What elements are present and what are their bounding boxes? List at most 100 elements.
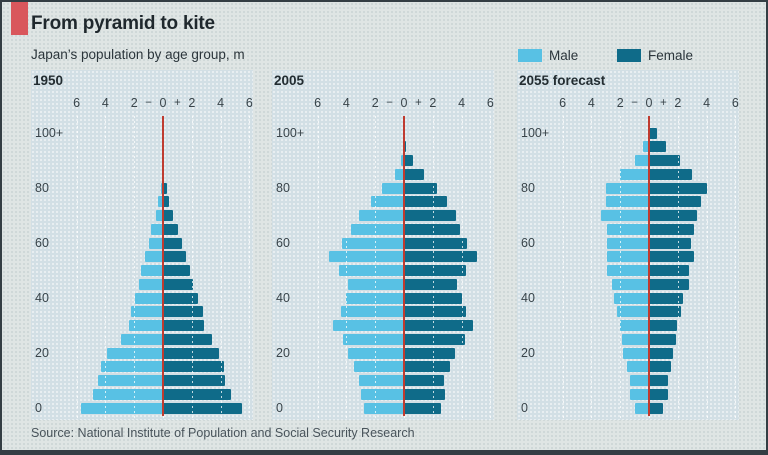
bar-male-25-29 [121, 333, 163, 345]
bar-male-55-59 [145, 251, 163, 263]
bar-female-80-84 [163, 182, 167, 194]
age-axis-label: 40 [276, 291, 290, 305]
bar-male-60-64 [607, 237, 649, 249]
bar-male-75-79 [370, 196, 404, 208]
population-axis-label: 2 [188, 96, 196, 110]
bar-male-35-39 [340, 306, 404, 318]
population-axis-label: 0 [400, 96, 408, 110]
bar-male-50-54 [140, 265, 163, 276]
bar-female-30-34 [163, 320, 205, 331]
bar-male-70-74 [359, 210, 404, 221]
bar-male-60-64 [342, 237, 404, 249]
bar-female-5-9 [163, 388, 231, 400]
bar-male-0-4 [80, 402, 163, 414]
panel-title: 2005 [274, 73, 305, 88]
population-axis-label: 6 [559, 96, 567, 110]
bar-male-80-84 [382, 182, 404, 194]
population-axis-label: 6 [73, 96, 81, 110]
bar-male-75-79 [605, 196, 649, 208]
bar-male-45-49 [347, 278, 404, 290]
chart-title: From pyramid to kite [31, 13, 215, 34]
bar-female-35-39 [163, 306, 203, 318]
population-axis-label: 2 [130, 96, 138, 110]
bar-male-70-74 [155, 210, 163, 221]
bar-female-55-59 [404, 251, 478, 263]
bar-male-15-19 [626, 361, 649, 373]
bar-male-5-9 [360, 388, 404, 400]
population-axis-label: + [174, 97, 181, 109]
pyramid-panel-2055-forecast: 2055 forecast 6 4 2−0 +2 4 6 100+ 80 60 40 20 0 [517, 70, 739, 420]
age-axis-label: 80 [276, 181, 290, 195]
bar-male-25-29 [622, 333, 649, 345]
bar-male-85-89 [394, 168, 404, 180]
bar-male-55-59 [329, 251, 404, 263]
age-axis-label: 100+ [35, 126, 64, 140]
bar-female-85-89 [649, 168, 693, 180]
bar-male-15-19 [101, 361, 163, 373]
bar-female-50-54 [404, 265, 466, 276]
bar-female-25-29 [163, 333, 212, 345]
bar-male-10-14 [630, 375, 649, 386]
bar-female-100+ [404, 127, 405, 139]
bar-male-35-39 [130, 306, 163, 318]
bar-male-65-69 [351, 223, 404, 235]
population-axis-label: 4 [342, 96, 350, 110]
bar-female-50-54 [649, 265, 690, 276]
population-axis-label: 2 [616, 96, 624, 110]
bar-male-25-29 [342, 333, 404, 345]
gridline [220, 116, 222, 418]
population-axis-label: 2 [371, 96, 379, 110]
bar-female-30-34 [649, 320, 678, 331]
bar-female-20-24 [163, 347, 220, 359]
gridline [591, 116, 593, 418]
bar-female-60-64 [649, 237, 691, 249]
female-swatch-icon [617, 49, 641, 62]
bar-female-40-44 [404, 292, 462, 304]
bar-female-85-89 [163, 168, 165, 180]
bar-male-20-24 [106, 347, 163, 359]
bar-male-90-94 [401, 155, 404, 166]
population-axis-label: 4 [703, 96, 711, 110]
bar-male-35-39 [616, 306, 649, 318]
age-axis-label: 60 [35, 236, 49, 250]
bar-male-50-54 [607, 265, 649, 276]
bar-female-95-99 [649, 141, 666, 153]
bar-male-10-14 [98, 375, 163, 386]
bar-female-45-49 [404, 278, 458, 290]
population-axis-label: − [145, 97, 152, 109]
population-axis-label: 2 [674, 96, 682, 110]
bar-male-5-9 [630, 388, 649, 400]
bar-male-80-84 [160, 182, 163, 194]
bar-male-20-24 [623, 347, 649, 359]
bar-female-20-24 [404, 347, 456, 359]
population-axis-label: 6 [245, 96, 253, 110]
legend-item-male: Male [518, 48, 578, 63]
bar-female-0-4 [163, 402, 243, 414]
population-axis-label: 0 [645, 96, 653, 110]
legend-female-label: Female [648, 48, 694, 63]
pyramid-panel-2005: 2005 6 4 2−0 +2 4 6 100+ 80 60 40 20 0 [272, 70, 494, 420]
age-axis-label: 100+ [521, 126, 550, 140]
bar-male-30-34 [620, 320, 649, 331]
bar-female-35-39 [404, 306, 466, 318]
bar-male-10-14 [359, 375, 404, 386]
source-note: Source: National Institute of Population… [31, 426, 415, 440]
age-axis-label: 80 [521, 181, 535, 195]
bar-female-25-29 [649, 333, 676, 345]
panel-title: 2055 forecast [519, 73, 606, 88]
male-swatch-icon [518, 49, 542, 62]
bar-female-65-69 [404, 223, 461, 235]
gridline [76, 116, 78, 418]
population-axis-label: 6 [486, 96, 494, 110]
bar-female-20-24 [649, 347, 674, 359]
bar-female-0-4 [649, 402, 664, 414]
bar-female-40-44 [163, 292, 199, 304]
age-axis-label: 20 [35, 346, 49, 360]
age-axis-label: 100+ [276, 126, 305, 140]
bar-female-35-39 [649, 306, 682, 318]
bar-female-5-9 [404, 388, 446, 400]
panel-title: 1950 [33, 73, 64, 88]
bar-male-55-59 [606, 251, 649, 263]
bar-male-40-44 [345, 292, 404, 304]
age-axis-label: 80 [35, 181, 49, 195]
